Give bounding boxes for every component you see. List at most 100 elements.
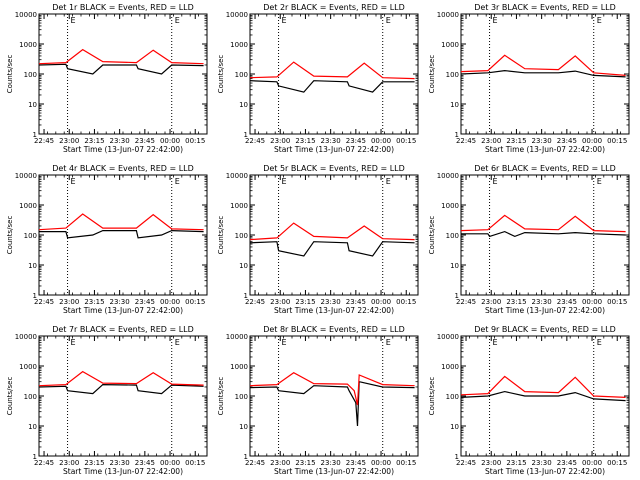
x-tick-label: 23:30 [532, 137, 552, 145]
x-tick-label: 23:15 [295, 137, 315, 145]
x-tick-label: 23:30 [110, 459, 130, 467]
x-tick-label: 22:45 [34, 459, 54, 467]
y-tick-label: 10 [28, 262, 37, 270]
panel-4: Det 4r BLACK = Events, RED = LLD 1 10 100 10… [6, 164, 208, 315]
y-tick-label: 1000 [230, 41, 248, 49]
series-line-events [460, 69, 626, 78]
y-tick-label: 1000 [441, 202, 459, 210]
y-tick-label: 1 [455, 131, 459, 139]
panel-title: Det 2r BLACK = Events, RED = LLD [263, 3, 405, 12]
x-tick-label: 23:00 [59, 459, 79, 467]
x-tick-label: 22:45 [245, 298, 265, 306]
x-axis-label: Start Time (13-Jun-07 22:42:00) [485, 467, 605, 476]
plot-frame [249, 174, 419, 296]
plot-frame [249, 335, 419, 457]
y-tick-label: 1 [33, 131, 37, 139]
y-tick-label: 1 [455, 292, 459, 300]
y-tick-label: 10000 [226, 172, 248, 180]
y-tick-label: 1000 [441, 41, 459, 49]
panel-1: Det 1r BLACK = Events, RED = LLD 1 10 100 10… [6, 3, 208, 154]
x-tick-label: 00:00 [582, 137, 602, 145]
flag-mark: E [597, 16, 602, 25]
x-tick-label: 23:00 [270, 137, 290, 145]
y-tick-label: 10000 [437, 172, 459, 180]
series-line-events [249, 241, 415, 257]
panel-title: Det 5r BLACK = Events, RED = LLD [263, 164, 405, 173]
y-tick-label: 1 [244, 292, 248, 300]
y-tick-label: 1 [33, 453, 37, 461]
y-tick-label: 10 [239, 423, 248, 431]
y-tick-label: 10 [28, 101, 37, 109]
x-tick-label: 00:15 [607, 459, 627, 467]
y-tick-label: 1 [244, 131, 248, 139]
x-tick-label: 23:45 [135, 459, 155, 467]
series-line-lld [249, 371, 415, 406]
flag-mark: E [71, 338, 76, 347]
series-line-lld [460, 54, 626, 76]
x-tick-label: 00:00 [371, 298, 391, 306]
x-tick-label: 22:45 [245, 459, 265, 467]
flag-mark: E [386, 338, 391, 347]
y-tick-label: 100 [24, 393, 37, 401]
y-tick-label: 100 [235, 232, 248, 240]
x-tick-label: 00:15 [396, 298, 416, 306]
y-axis-label: Counts/sec [428, 377, 436, 416]
flag-mark: E [175, 177, 180, 186]
flag-mark: E [597, 338, 602, 347]
y-tick-label: 100 [24, 71, 37, 79]
y-tick-label: 10 [239, 262, 248, 270]
y-axis-label: Counts/sec [428, 55, 436, 94]
x-tick-label: 00:15 [396, 459, 416, 467]
y-axis-label: Counts/sec [6, 216, 14, 255]
panel-7: Det 7r BLACK = Events, RED = LLD 1 10 100 10… [6, 325, 208, 476]
plot-frame [249, 13, 419, 135]
y-tick-label: 10000 [437, 333, 459, 341]
flag-mark: E [282, 338, 287, 347]
y-tick-label: 10000 [15, 333, 37, 341]
x-tick-label: 22:45 [34, 137, 54, 145]
y-axis-label: Counts/sec [217, 216, 225, 255]
x-tick-label: 23:00 [481, 298, 501, 306]
x-tick-label: 22:45 [34, 298, 54, 306]
panel-title: Det 1r BLACK = Events, RED = LLD [52, 3, 194, 12]
y-tick-label: 1000 [441, 363, 459, 371]
y-tick-label: 1 [244, 453, 248, 461]
x-tick-label: 00:00 [160, 298, 180, 306]
x-tick-label: 22:45 [245, 137, 265, 145]
plot-frame [38, 174, 208, 296]
series-line-events [460, 390, 626, 402]
y-tick-label: 10000 [226, 333, 248, 341]
y-axis-label: Counts/sec [6, 55, 14, 94]
series-line-lld [249, 222, 415, 241]
y-tick-label: 1 [33, 292, 37, 300]
y-tick-label: 1000 [19, 41, 37, 49]
x-tick-label: 23:00 [270, 298, 290, 306]
series-line-events [38, 63, 204, 75]
x-tick-label: 23:30 [532, 459, 552, 467]
y-tick-label: 10 [450, 262, 459, 270]
y-tick-label: 1000 [230, 363, 248, 371]
x-tick-label: 23:15 [84, 459, 104, 467]
x-tick-label: 23:15 [84, 298, 104, 306]
panel-title: Det 7r BLACK = Events, RED = LLD [52, 325, 194, 334]
x-tick-label: 22:45 [456, 137, 476, 145]
y-tick-label: 100 [446, 232, 459, 240]
x-tick-label: 00:00 [160, 459, 180, 467]
panel-title: Det 4r BLACK = Events, RED = LLD [52, 164, 194, 173]
flag-mark: E [175, 338, 180, 347]
x-tick-label: 23:00 [59, 298, 79, 306]
x-tick-label: 23:30 [321, 298, 341, 306]
flag-mark: E [597, 177, 602, 186]
x-tick-label: 23:15 [506, 137, 526, 145]
x-tick-label: 23:45 [557, 459, 577, 467]
x-tick-label: 23:45 [557, 298, 577, 306]
series-line-lld [38, 213, 204, 231]
x-axis-label: Start Time (13-Jun-07 22:42:00) [274, 306, 394, 315]
y-tick-label: 1000 [230, 202, 248, 210]
x-tick-label: 23:45 [135, 137, 155, 145]
x-tick-label: 00:15 [607, 298, 627, 306]
panel-3: Det 3r BLACK = Events, RED = LLD 1 10 100 10… [428, 3, 630, 154]
panel-title: Det 8r BLACK = Events, RED = LLD [263, 325, 405, 334]
series-line-lld [249, 61, 415, 80]
